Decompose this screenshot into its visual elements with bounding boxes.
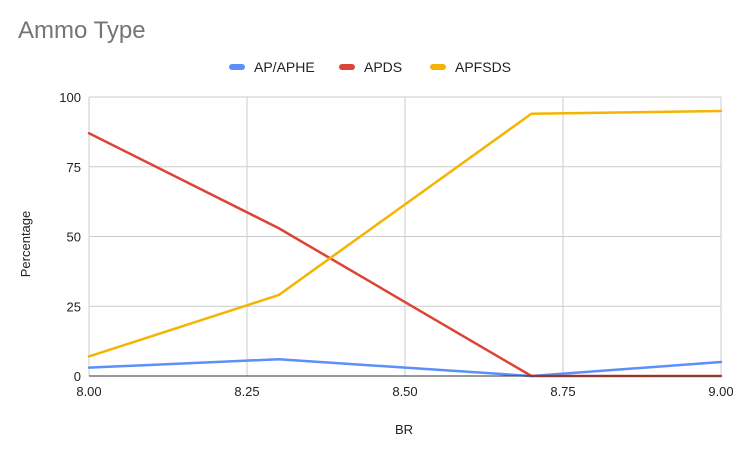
legend-label: AP/APHE — [254, 59, 315, 75]
legend-swatch — [339, 64, 355, 70]
x-tick-label: 8.75 — [550, 384, 575, 399]
legend-swatch — [229, 64, 245, 70]
y-axis-title: Percentage — [18, 211, 33, 278]
legend-label: APDS — [364, 59, 402, 75]
series-line-apfsds — [87, 109, 723, 358]
legend-label: APFSDS — [455, 59, 511, 75]
y-tick-label: 50 — [67, 230, 81, 245]
x-tick-label: 8.00 — [76, 384, 101, 399]
x-axis-title: BR — [395, 422, 413, 437]
y-tick-label: 100 — [59, 90, 81, 105]
x-tick-label: 9.00 — [708, 384, 733, 399]
chart-title: Ammo Type — [18, 17, 146, 44]
x-axis-ticks: 8.00 8.25 8.50 8.75 9.00 — [76, 384, 733, 399]
legend-swatch — [430, 64, 446, 70]
y-axis-ticks: 0 25 50 75 100 — [59, 90, 81, 384]
legend-item-ap-aphe: AP/APHE — [229, 59, 315, 75]
x-tick-label: 8.25 — [234, 384, 259, 399]
x-tick-label: 8.50 — [392, 384, 417, 399]
series-line-ap-aphe — [87, 358, 723, 378]
legend: AP/APHE APDS APFSDS — [229, 59, 511, 75]
y-tick-label: 0 — [74, 369, 81, 384]
y-tick-label: 25 — [67, 299, 81, 314]
legend-item-apds: APDS — [339, 59, 402, 75]
grid — [88, 96, 722, 376]
y-tick-label: 75 — [67, 160, 81, 175]
legend-item-apfsds: APFSDS — [430, 59, 511, 75]
